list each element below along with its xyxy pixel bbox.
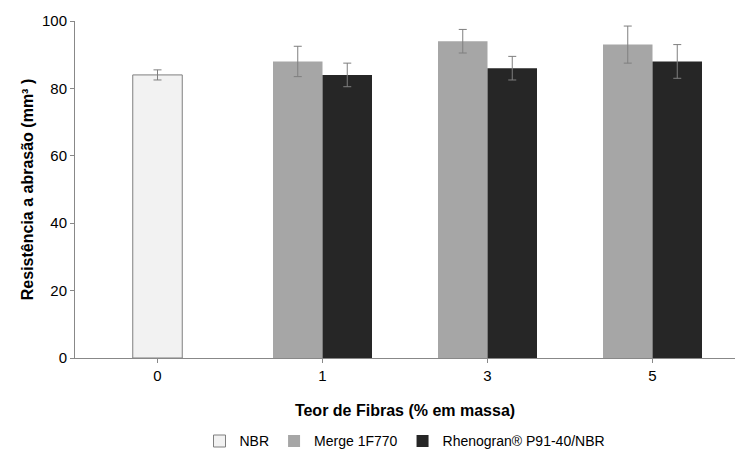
svg-text:0: 0 <box>59 349 67 366</box>
svg-text:Resistência a abrasão (mm³ ): Resistência a abrasão (mm³ ) <box>19 79 36 300</box>
svg-text:Rhenogran® P91-40/NBR: Rhenogran® P91-40/NBR <box>443 433 605 449</box>
svg-text:1: 1 <box>318 367 326 384</box>
svg-text:3: 3 <box>483 367 491 384</box>
svg-text:100: 100 <box>42 12 67 29</box>
svg-text:80: 80 <box>50 80 67 97</box>
svg-text:NBR: NBR <box>240 433 270 449</box>
svg-text:0: 0 <box>153 367 161 384</box>
svg-text:60: 60 <box>50 147 67 164</box>
svg-text:5: 5 <box>648 367 656 384</box>
svg-text:Teor de Fibras (% em massa): Teor de Fibras (% em massa) <box>295 402 515 419</box>
svg-text:20: 20 <box>50 282 67 299</box>
svg-text:40: 40 <box>50 214 67 231</box>
svg-text:Merge 1F770: Merge 1F770 <box>314 433 397 449</box>
